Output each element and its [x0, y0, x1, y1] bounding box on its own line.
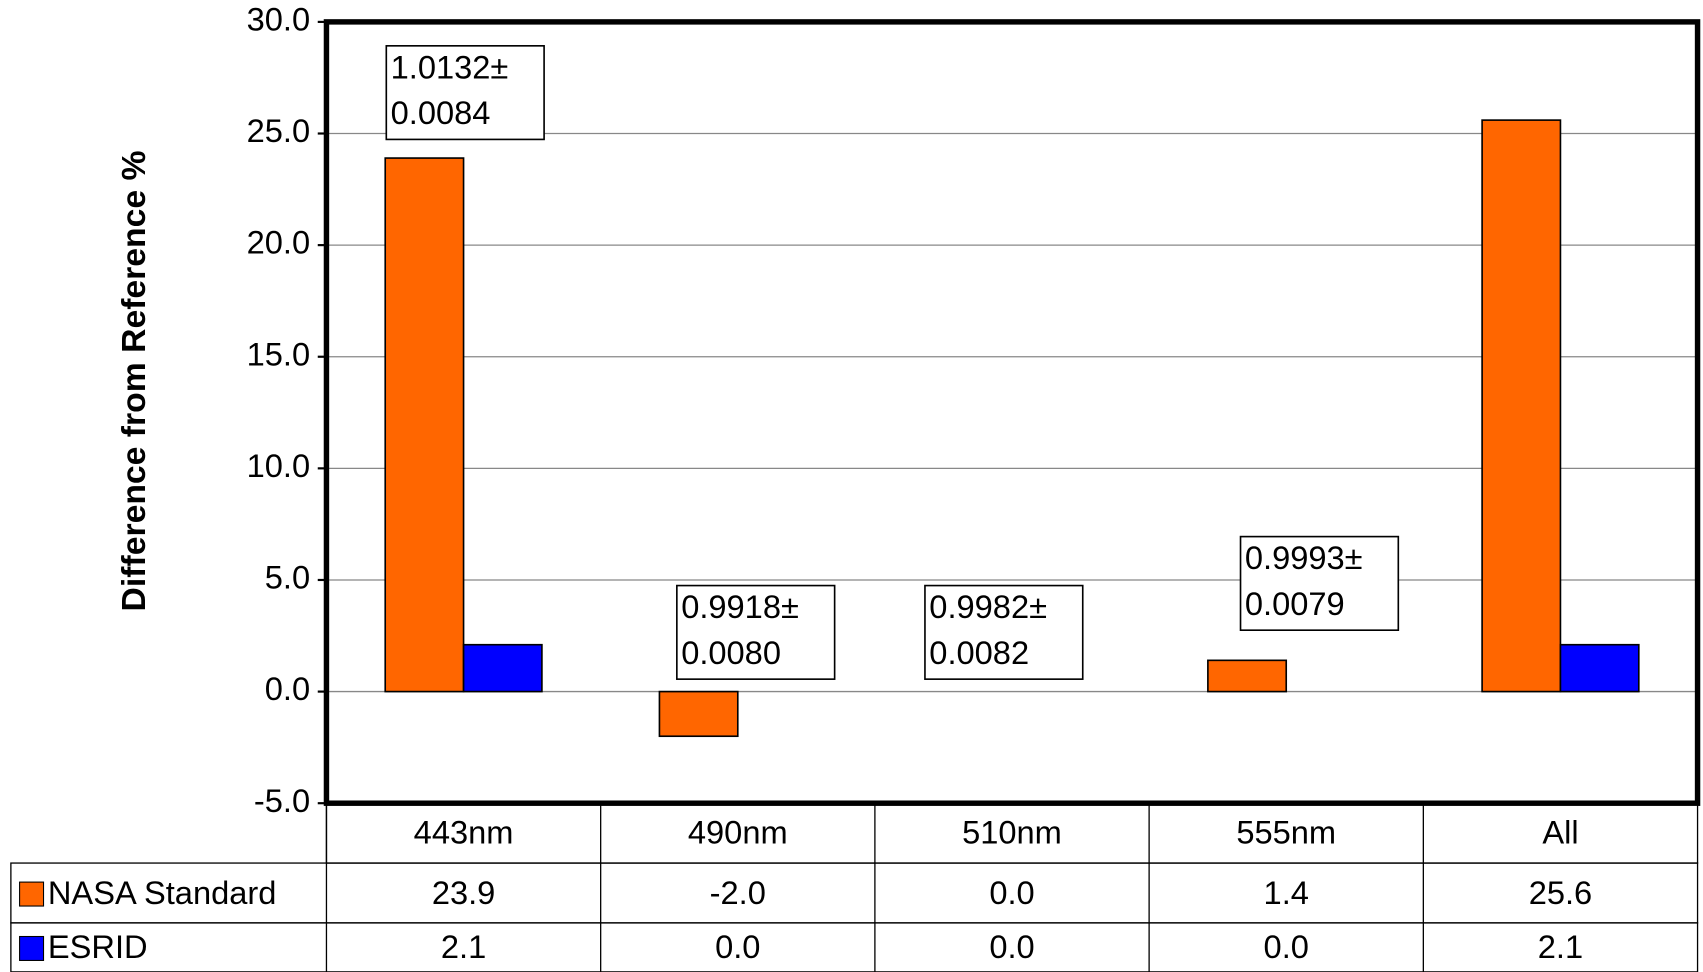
bar [1207, 659, 1288, 693]
y-tick-label: 10.0 [247, 447, 310, 484]
table-value: 1.4 [1264, 874, 1309, 911]
legend-label: NASA Standard [48, 874, 277, 911]
annotation-text: 0.0082 [929, 634, 1029, 671]
y-tick-label: 20.0 [247, 224, 310, 261]
y-tick-label: 30.0 [247, 1, 310, 38]
x-tick-label: 510nm [962, 813, 1062, 850]
bar [384, 157, 465, 693]
y-tick-label: 5.0 [265, 559, 310, 596]
x-tick-label: All [1542, 813, 1578, 850]
x-tick-label: 443nm [414, 813, 514, 850]
bar [1559, 643, 1640, 693]
y-tick-label: 15.0 [247, 335, 310, 372]
legend-label: ESRID [48, 928, 148, 965]
annotation-text: 0.0079 [1245, 585, 1345, 622]
annotation-text: 0.0080 [681, 634, 781, 671]
annotation-box [924, 584, 1084, 680]
table-value: 0.0 [989, 928, 1034, 965]
table-value: 25.6 [1529, 874, 1593, 911]
x-tick-label: 555nm [1236, 813, 1336, 850]
table-row [10, 922, 1699, 972]
annotation-text: 0.9993± [1245, 539, 1363, 576]
y-tick-label: 0.0 [265, 670, 310, 707]
annotation-box [676, 584, 836, 680]
table-value: 2.1 [1538, 928, 1583, 965]
legend-swatch [19, 881, 45, 907]
table-value: 0.0 [715, 928, 760, 965]
x-tick-label: 490nm [688, 813, 788, 850]
table-value: -2.0 [710, 874, 766, 911]
table-value: 0.0 [1264, 928, 1309, 965]
table-value: 2.1 [441, 928, 486, 965]
y-tick-label: -5.0 [254, 782, 310, 819]
table-value: 23.9 [432, 874, 496, 911]
annotation-box [385, 45, 545, 141]
legend-swatch [19, 935, 45, 961]
annotation-text: 0.9982± [929, 588, 1047, 625]
annotation-box [1239, 535, 1400, 631]
annotation-text: 0.9918± [681, 588, 799, 625]
bar [1481, 119, 1562, 693]
bar [462, 643, 543, 693]
annotation-text: 0.0084 [391, 94, 491, 131]
y-tick-label: 25.0 [247, 112, 310, 149]
annotation-text: 1.0132± [391, 48, 509, 85]
bar [658, 690, 739, 738]
y-axis-label: Difference from Reference % [115, 150, 153, 611]
table-value: 0.0 [989, 874, 1034, 911]
